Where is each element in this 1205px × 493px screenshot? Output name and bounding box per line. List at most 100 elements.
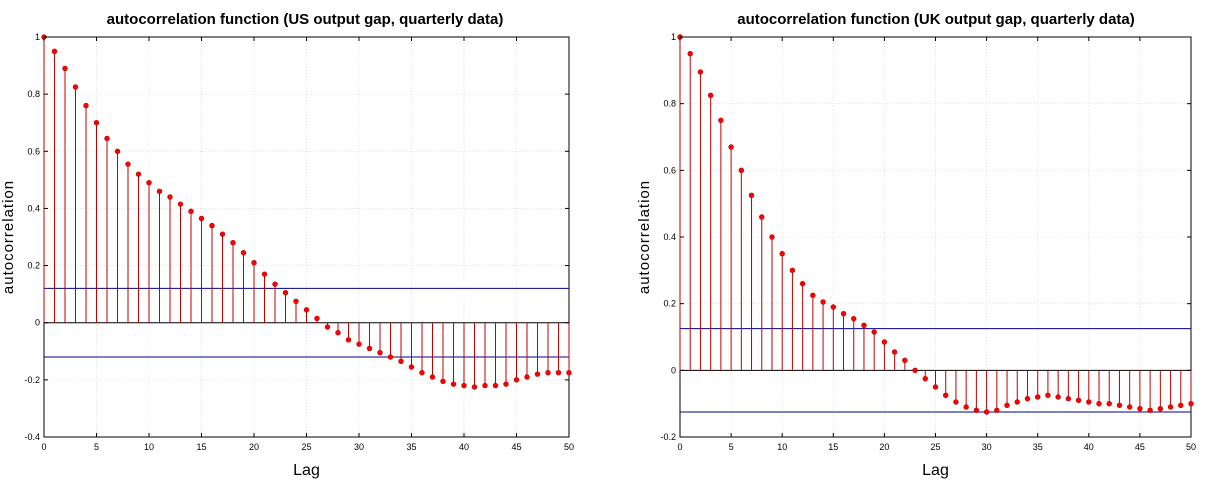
acf-marker [314,315,320,322]
acf-marker [1004,402,1010,409]
y-tick-label: 0.8 [663,99,676,109]
acf-marker [973,407,980,414]
acf-marker [728,144,734,150]
acf-marker [840,310,847,317]
acf-marker [545,370,551,376]
acf-marker [156,188,163,194]
acf-marker [62,65,68,72]
acf-marker [188,208,194,214]
acf-marker [1014,399,1020,405]
acf-marker [1126,404,1133,410]
acf-marker [177,201,184,207]
acf-panel-uk: 0 5 10 15 20 25 30 35 40 45 50-0.200.20.40.60.81au… [636,11,1196,479]
x-tick-label: 50 [564,442,574,452]
acf-marker [707,92,714,99]
chart-title: autocorrelation function (UK output gap,… [737,11,1135,28]
acf-marker [230,240,236,246]
y-tick-label: 0.6 [27,146,40,156]
acf-marker [209,222,215,229]
acf-marker [1096,400,1102,407]
acf-marker [1024,395,1031,402]
x-tick-label: 40 [459,442,469,452]
acf-marker [1116,402,1123,409]
acf-marker [953,399,959,405]
acf-marker [1137,405,1143,412]
acf-marker [282,290,289,296]
y-tick-label: 0.6 [663,165,676,175]
acf-marker [293,298,299,304]
acf-marker [345,337,352,343]
acf-marker [534,371,541,377]
x-axis-label: Lag [922,462,949,479]
acf-marker [408,364,415,370]
acf-marker [524,374,530,380]
x-tick-label: 20 [879,442,889,452]
acf-marker [697,69,704,75]
acf-marker [759,214,765,220]
acf-marker [994,407,1000,414]
x-tick-label: 45 [1135,442,1145,452]
acf-marker [943,392,949,399]
acf-marker [789,267,796,274]
acf-marker [324,324,331,330]
acf-marker [492,382,499,389]
y-tick-label: 0.4 [663,232,676,242]
y-tick-label: 0.2 [27,261,40,271]
acf-marker [198,215,205,222]
x-tick-label: 5 [729,442,734,452]
x-tick-label: 35 [1033,442,1043,452]
acf-marker [687,50,693,57]
x-tick-label: 50 [1186,442,1196,452]
x-tick-label: 20 [249,442,259,452]
x-tick-label: 30 [354,442,364,452]
acf-marker [963,404,969,410]
acf-marker [799,280,806,287]
acf-marker [440,378,446,384]
acf-marker [461,382,467,389]
acf-marker [356,341,362,347]
acf-marker [1055,394,1061,400]
acf-marker [1188,400,1194,407]
acf-marker [135,171,142,177]
acf-marker [881,339,888,345]
acf-marker [272,281,278,287]
y-tick-label: 0 [35,318,40,328]
acf-marker [810,292,816,299]
acf-marker [555,370,562,376]
x-tick-label: 15 [196,442,206,452]
x-tick-label: 5 [94,442,99,452]
acf-marker [167,194,173,200]
x-tick-label: 45 [511,442,521,452]
x-tick-label: 30 [982,442,992,452]
acf-marker [1178,402,1184,409]
x-tick-label: 10 [777,442,787,452]
x-axis-label: Lag [293,462,320,479]
x-tick-label: 10 [144,442,154,452]
y-tick-label: -0.4 [24,432,40,442]
acf-marker [219,231,226,237]
y-tick-label: 1 [35,32,40,42]
acf-marker [779,250,785,257]
acf-marker [1086,399,1092,405]
acf-marker [922,375,928,382]
acf-marker [738,167,745,174]
acf-marker [450,381,457,387]
acf-marker [335,330,341,336]
acf-marker [125,161,131,167]
y-tick-label: -0.2 [24,375,40,385]
acf-marker [902,357,908,364]
acf-marker [861,322,867,329]
acf-marker [503,381,509,387]
acf-marker [983,409,990,415]
acf-marker [419,370,425,376]
acf-marker [398,358,404,364]
acf-marker [114,148,121,154]
acf-marker [932,384,939,390]
acf-marker [566,370,572,376]
acf-marker [912,367,918,374]
acf-marker [104,135,110,142]
acf-marker [718,117,724,124]
acf-marker [1106,400,1112,407]
acf-marker [820,299,826,305]
